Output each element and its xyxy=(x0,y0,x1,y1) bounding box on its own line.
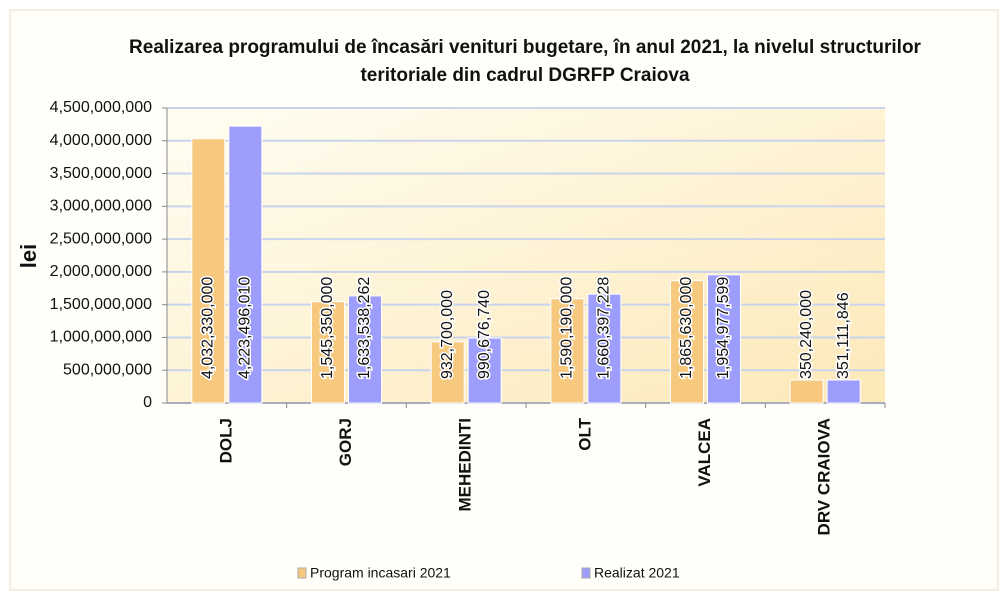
value-label: 1,865,630,000 xyxy=(678,277,695,379)
bar xyxy=(430,341,465,404)
value-label: 1,545,350,000 xyxy=(319,277,336,379)
x-tick-label: OLT xyxy=(575,417,594,450)
bar xyxy=(191,138,226,404)
y-axis-label: lei xyxy=(16,244,41,268)
y-tick-label: 3,000,000,000 xyxy=(50,198,152,215)
bar xyxy=(670,280,704,404)
chart-title: Realizarea programului de încasări venit… xyxy=(129,37,921,86)
x-tick-label: GORJ xyxy=(336,418,355,466)
bar xyxy=(228,125,263,404)
y-tick-label: 2,000,000,000 xyxy=(50,263,152,280)
y-tick-label: 3,500,000,000 xyxy=(50,165,152,182)
legend-label: Program incasari 2021 xyxy=(310,565,451,581)
bar xyxy=(348,295,382,404)
y-tick-label: 1,000,000,000 xyxy=(50,329,152,346)
plot-area xyxy=(167,108,885,403)
bar xyxy=(587,293,622,404)
y-tick-label: 1,500,000,000 xyxy=(50,296,152,313)
value-label: 1,954,977,599 xyxy=(715,277,732,379)
x-tick-label: MEHEDINTI xyxy=(456,418,475,512)
bar xyxy=(826,379,861,404)
y-tick-label: 500,000,000 xyxy=(63,361,152,378)
value-label: 1,660,397,228 xyxy=(596,277,613,379)
value-label: 932,700,000 xyxy=(439,290,456,379)
x-tick-label: VALCEA xyxy=(695,418,714,487)
value-label: 1,590,190,000 xyxy=(559,277,576,379)
value-label: 1,633,538,262 xyxy=(356,277,373,379)
x-tick-label: DRV CRAIOVA xyxy=(815,418,834,535)
value-label: 351,111,846 xyxy=(835,292,852,379)
value-label: 4,032,330,000 xyxy=(200,277,217,379)
value-label: 350,240,000 xyxy=(798,290,815,379)
bar xyxy=(467,337,502,404)
bar xyxy=(707,274,741,404)
y-tick-label: 4,500,000,000 xyxy=(50,99,152,116)
x-tick-label: DOLJ xyxy=(216,418,235,463)
value-label: 4,223,496,010 xyxy=(237,277,254,379)
y-tick-label: 0 xyxy=(143,394,152,411)
legend-swatch xyxy=(581,567,591,579)
legend-label: Realizat 2021 xyxy=(594,565,680,581)
value-label: 990,676,740 xyxy=(476,290,493,379)
bar xyxy=(311,301,345,404)
bar xyxy=(789,379,824,404)
y-tick-label: 2,500,000,000 xyxy=(50,230,152,247)
bar xyxy=(550,298,585,404)
y-tick-label: 4,000,000,000 xyxy=(50,132,152,149)
legend-swatch xyxy=(297,567,307,579)
